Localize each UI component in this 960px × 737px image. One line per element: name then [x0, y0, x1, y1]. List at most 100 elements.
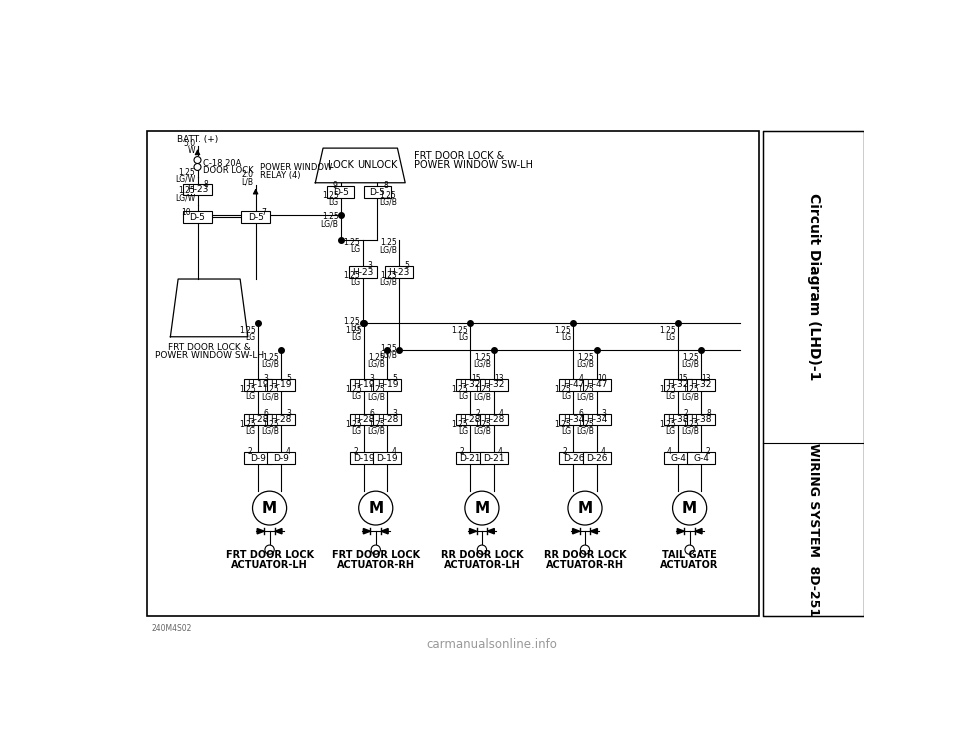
Text: LG: LG [665, 333, 676, 342]
Text: 1.25: 1.25 [380, 239, 396, 248]
Text: H-19: H-19 [248, 380, 269, 389]
Text: 2: 2 [563, 447, 567, 456]
Text: ACTUATOR-LH: ACTUATOR-LH [231, 559, 308, 570]
Text: LG: LG [458, 392, 468, 401]
Text: 3: 3 [370, 374, 374, 383]
Text: POWER WINDOW SW-LH: POWER WINDOW SW-LH [155, 351, 264, 360]
Text: LG/B: LG/B [473, 392, 492, 401]
Text: RELAY (4): RELAY (4) [259, 171, 300, 180]
Text: LG/B: LG/B [367, 427, 385, 436]
Text: UNLOCK: UNLOCK [357, 161, 397, 170]
Polygon shape [590, 528, 597, 534]
Circle shape [685, 545, 694, 554]
Text: LG/B: LG/B [321, 219, 339, 228]
Text: 240M4S02: 240M4S02 [151, 624, 191, 632]
Text: LG/B: LG/B [379, 245, 396, 254]
Bar [480, 379, 508, 391]
Bar [583, 453, 611, 464]
Text: TAIL GATE: TAIL GATE [662, 551, 717, 560]
Text: LG: LG [246, 333, 255, 342]
Text: 2: 2 [247, 447, 252, 456]
Polygon shape [695, 528, 702, 534]
Text: 1.25: 1.25 [369, 420, 385, 429]
Text: LG: LG [350, 324, 360, 332]
Text: 5: 5 [404, 262, 409, 270]
Text: 4: 4 [392, 447, 396, 456]
Text: BATT. (+): BATT. (+) [177, 135, 218, 144]
Text: H-23: H-23 [388, 268, 410, 276]
Text: 10: 10 [181, 208, 191, 217]
Text: POWER WINDOW SW-LH: POWER WINDOW SW-LH [415, 160, 534, 170]
Text: 13: 13 [494, 374, 504, 383]
Text: H-32: H-32 [667, 380, 688, 389]
Text: 1.25: 1.25 [554, 385, 571, 394]
Bar [241, 212, 271, 223]
Text: 4: 4 [601, 447, 606, 456]
Text: H-34: H-34 [586, 415, 608, 424]
Text: LG: LG [458, 333, 468, 342]
Text: 1.25: 1.25 [262, 420, 278, 429]
Bar [244, 413, 272, 425]
Text: D-26: D-26 [586, 453, 608, 463]
Text: H-38: H-38 [690, 415, 712, 424]
Text: 1.25: 1.25 [344, 270, 360, 280]
Circle shape [265, 545, 275, 554]
Text: 4: 4 [498, 447, 503, 456]
Bar [687, 413, 715, 425]
Text: LG: LG [351, 392, 362, 401]
Bar [364, 186, 391, 198]
Text: FRT DOOR LOCK &: FRT DOOR LOCK & [415, 151, 505, 161]
Bar [182, 212, 212, 223]
Text: D-5: D-5 [333, 187, 348, 197]
Polygon shape [677, 528, 684, 534]
Text: 7: 7 [261, 208, 267, 217]
Text: FRT DOOR LOCK: FRT DOOR LOCK [332, 551, 420, 560]
Circle shape [581, 545, 589, 554]
Text: 15: 15 [470, 374, 480, 383]
Bar [373, 379, 401, 391]
Text: 10: 10 [597, 374, 607, 383]
Text: 1.25: 1.25 [179, 186, 195, 195]
Text: 1.25: 1.25 [380, 343, 396, 352]
Text: H-32: H-32 [460, 380, 481, 389]
Bar [480, 453, 508, 464]
Text: H-23: H-23 [352, 268, 373, 276]
Text: LG: LG [351, 427, 362, 436]
Text: LG: LG [665, 392, 676, 401]
Text: 5: 5 [393, 374, 397, 383]
Text: 6: 6 [579, 409, 584, 418]
Text: H-28: H-28 [376, 415, 398, 424]
Text: LG/W: LG/W [175, 193, 195, 203]
Text: DOOR LOCK: DOOR LOCK [203, 166, 253, 175]
Text: LG: LG [561, 427, 571, 436]
Text: 1.25: 1.25 [345, 385, 362, 394]
Text: LG/B: LG/B [576, 360, 594, 368]
Text: D-19: D-19 [376, 453, 398, 463]
Text: 8: 8 [707, 409, 711, 418]
Text: H-28: H-28 [271, 415, 292, 424]
Text: carmanualsonline.info: carmanualsonline.info [426, 638, 558, 651]
Bar [350, 413, 378, 425]
Bar [385, 266, 413, 278]
Bar [350, 379, 378, 391]
Bar [327, 186, 354, 198]
Text: 15: 15 [679, 374, 688, 383]
Text: 1.25: 1.25 [474, 420, 492, 429]
Text: G-4: G-4 [670, 453, 686, 463]
Text: LG/B: LG/B [473, 427, 492, 436]
Text: H-32: H-32 [690, 380, 712, 389]
Text: LG/B: LG/B [576, 392, 594, 401]
Text: 2: 2 [706, 447, 710, 456]
Text: LG: LG [350, 245, 360, 254]
Text: G-4: G-4 [693, 453, 709, 463]
Text: 6: 6 [370, 409, 374, 418]
Bar [664, 379, 692, 391]
Text: LG/B: LG/B [379, 351, 396, 360]
Bar [687, 379, 715, 391]
Text: LG/B: LG/B [379, 198, 396, 206]
Text: 1.25: 1.25 [239, 326, 255, 335]
Text: W: W [187, 147, 195, 156]
Circle shape [194, 156, 201, 164]
Text: 1.25: 1.25 [345, 326, 362, 335]
Text: D-19: D-19 [353, 453, 375, 463]
